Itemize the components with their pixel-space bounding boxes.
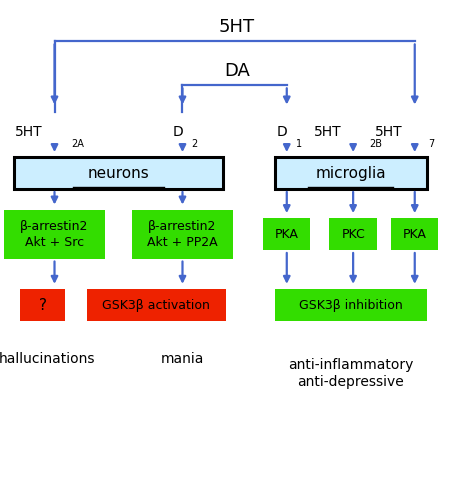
Bar: [275, 289, 427, 321]
Text: microglia: microglia: [316, 166, 386, 181]
Text: β-arrestin2
Akt + Src: β-arrestin2 Akt + Src: [20, 220, 89, 249]
Bar: [263, 219, 310, 250]
Text: anti-inflammatory
anti-depressive: anti-inflammatory anti-depressive: [288, 358, 413, 389]
Bar: [86, 289, 227, 321]
Text: 5HT: 5HT: [15, 125, 43, 139]
Text: β-arrestin2
Akt + PP2A: β-arrestin2 Akt + PP2A: [147, 220, 218, 249]
Bar: [4, 210, 105, 259]
Text: neurons: neurons: [88, 166, 149, 181]
Text: 2: 2: [191, 139, 198, 149]
Bar: [329, 219, 377, 250]
Bar: [14, 157, 223, 189]
Bar: [20, 289, 65, 321]
Text: DA: DA: [224, 62, 250, 80]
Text: hallucinations: hallucinations: [0, 352, 96, 366]
Text: D: D: [173, 125, 183, 139]
Text: 5HT: 5HT: [375, 125, 403, 139]
Bar: [391, 219, 438, 250]
Text: 2B: 2B: [369, 139, 383, 149]
Text: PKC: PKC: [341, 228, 365, 241]
Text: GSK3β inhibition: GSK3β inhibition: [299, 299, 402, 311]
Text: PKA: PKA: [403, 228, 427, 241]
Text: 2A: 2A: [71, 139, 84, 149]
Text: ?: ?: [39, 298, 46, 312]
Text: D: D: [277, 125, 287, 139]
Text: 7: 7: [428, 139, 435, 149]
Bar: [132, 210, 234, 259]
Text: 1: 1: [296, 139, 301, 149]
Text: 5HT: 5HT: [314, 125, 341, 139]
Text: 5HT: 5HT: [219, 18, 255, 36]
Bar: [275, 157, 427, 189]
Text: mania: mania: [161, 352, 204, 366]
Text: GSK3β activation: GSK3β activation: [102, 299, 210, 311]
Text: PKA: PKA: [275, 228, 299, 241]
